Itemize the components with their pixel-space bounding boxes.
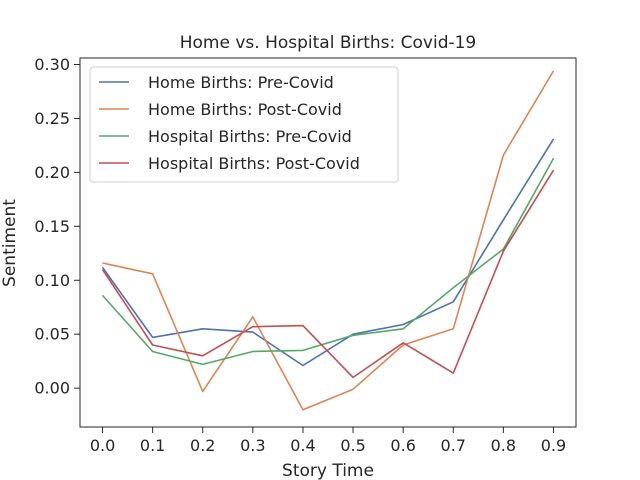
y-tick-label: 0.10	[34, 271, 70, 290]
plot-frame	[79, 57, 577, 428]
chart-title: Home vs. Hospital Births: Covid-19	[180, 33, 477, 53]
x-tick-label: 0.9	[541, 436, 566, 455]
y-tick-label: 0.00	[34, 379, 70, 398]
plot-area	[101, 70, 555, 411]
series-line-3	[101, 157, 555, 366]
legend: Home Births: Pre-Covid Home Births: Post-…	[89, 66, 399, 183]
y-axis-label: Sentiment	[0, 199, 20, 287]
x-tick-label: 0.3	[240, 436, 265, 455]
x-tick-label: 0.8	[491, 436, 516, 455]
x-tick-label: 0.4	[290, 436, 315, 455]
x-tick-label: 0.0	[90, 436, 115, 455]
x-tick-label: 0.6	[390, 436, 415, 455]
series-line-2	[102, 70, 555, 411]
legend-label: Hospital Births: Post-Covid	[148, 154, 360, 173]
x-tick-label: 0.2	[190, 436, 215, 455]
y-tick-label: 0.05	[34, 325, 70, 344]
x-tick-label: 0.7	[441, 436, 466, 455]
x-tick-label: 0.1	[140, 436, 165, 455]
y-tick-label: 0.30	[34, 55, 70, 74]
y-tick-label: 0.25	[34, 109, 70, 128]
y-tick-label: 0.15	[34, 217, 70, 236]
y-tick-label: 0.20	[34, 163, 70, 182]
legend-label: Home Births: Pre-Covid	[148, 73, 334, 92]
y-axis: 0.00 0.05 0.10 0.15 0.20 0.25 0.30	[34, 55, 80, 398]
x-axis-label: Story Time	[282, 461, 374, 480]
legend-box	[89, 66, 399, 183]
x-axis: 0.0 0.1 0.2 0.3 0.4 0.5 0.6 0.7 0.8 0.9	[90, 427, 566, 455]
legend-label: Home Births: Post-Covid	[148, 100, 342, 119]
legend-label: Hospital Births: Pre-Covid	[148, 127, 352, 146]
series-line-4	[101, 169, 555, 379]
x-tick-label: 0.5	[340, 436, 365, 455]
